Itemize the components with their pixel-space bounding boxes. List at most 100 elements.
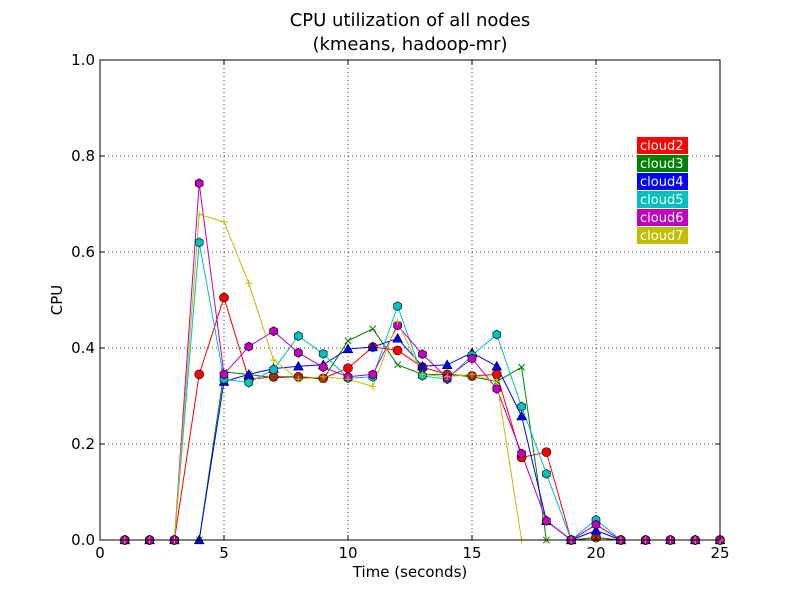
chart-subtitle: (kmeans, hadoop-mr) — [312, 34, 507, 55]
legend-entry-cloud7: cloud7 — [637, 227, 688, 244]
series-line-cloud5 — [124, 242, 720, 541]
data-point — [318, 348, 328, 359]
data-point — [342, 343, 354, 354]
x-axis-label: Time (seconds) — [352, 563, 468, 581]
data-point — [369, 382, 377, 390]
legend-entry-cloud6: cloud6 — [637, 209, 688, 226]
data-point — [318, 362, 328, 373]
legend-label: cloud4 — [640, 175, 683, 190]
legend-swatch — [637, 191, 688, 208]
legend-swatch — [637, 137, 688, 154]
data-point — [418, 370, 426, 378]
data-point — [294, 375, 302, 383]
data-point — [468, 370, 476, 378]
series-line-cloud2 — [124, 295, 720, 541]
data-point — [269, 364, 278, 375]
legend-entry-cloud2: cloud2 — [637, 137, 688, 154]
data-point — [194, 369, 204, 380]
data-point — [591, 519, 601, 530]
data-point — [493, 378, 501, 386]
data-point — [467, 353, 477, 364]
data-point — [394, 361, 402, 369]
data-point — [517, 448, 526, 459]
data-point — [367, 341, 379, 352]
data-point — [344, 375, 352, 383]
data-point — [219, 292, 229, 303]
data-point — [542, 468, 551, 479]
data-point — [590, 524, 602, 535]
y-tick-label: 0.8 — [71, 147, 95, 165]
data-point — [392, 345, 403, 356]
data-point — [270, 374, 278, 382]
data-point — [394, 318, 402, 326]
legend-swatch — [637, 227, 688, 244]
x-tick-label: 25 — [710, 544, 729, 562]
data-point — [244, 377, 254, 388]
data-point — [195, 211, 203, 219]
data-point — [344, 337, 352, 345]
legend-label: cloud6 — [640, 211, 683, 226]
legend-label: cloud2 — [640, 139, 683, 154]
x-tick-label: 20 — [586, 544, 605, 562]
data-point — [418, 349, 427, 360]
data-point — [220, 218, 228, 226]
y-tick-label: 0.6 — [71, 243, 95, 261]
data-point — [368, 369, 378, 380]
legend: cloud2 cloud3 cloud4 cloud5 cloud6 cloud7 — [637, 137, 688, 244]
ticks: 0 5 10 15 20 25 0.0 0.2 0.4 0.6 0.8 1.0 — [71, 51, 729, 562]
series-markers-cloud7 — [121, 211, 724, 544]
legend-swatch — [637, 173, 688, 190]
legend-label: cloud7 — [640, 229, 683, 244]
data-point — [393, 320, 402, 331]
legend-swatch — [637, 155, 688, 172]
data-point — [517, 401, 526, 412]
data-point — [369, 325, 377, 333]
data-point — [294, 331, 303, 341]
x-tick-label: 5 — [219, 544, 229, 562]
data-point — [491, 369, 502, 380]
legend-swatch — [637, 209, 688, 226]
legend-entry-cloud4: cloud4 — [637, 173, 688, 190]
data-point — [492, 329, 502, 340]
legend-label: cloud5 — [640, 193, 683, 208]
y-tick-label: 0.2 — [71, 435, 95, 453]
series-line-cloud3 — [124, 328, 720, 541]
chart-title: CPU utilization of all nodes — [290, 10, 531, 31]
series-layer — [119, 178, 726, 545]
data-point — [393, 301, 402, 312]
data-point — [491, 360, 503, 371]
x-tick-label: 10 — [338, 544, 357, 562]
y-tick-label: 0.0 — [71, 531, 95, 549]
data-point — [319, 373, 327, 381]
series-markers-cloud2 — [120, 292, 725, 545]
data-point — [441, 359, 453, 369]
data-point — [492, 383, 502, 394]
data-point — [269, 326, 278, 337]
legend-label: cloud3 — [640, 157, 683, 172]
legend-entry-cloud5: cloud5 — [637, 191, 688, 208]
x-tick-label: 15 — [462, 544, 481, 562]
data-point — [516, 410, 527, 421]
data-point — [294, 347, 303, 358]
data-point — [542, 515, 551, 526]
y-axis-label: CPU — [48, 285, 66, 316]
data-point — [270, 356, 278, 364]
series-markers-cloud4 — [119, 332, 726, 545]
data-point — [219, 369, 229, 380]
legend-entry-cloud3: cloud3 — [637, 155, 688, 172]
data-point — [443, 373, 451, 381]
data-point — [417, 360, 428, 371]
data-point — [343, 363, 353, 373]
data-point — [541, 447, 552, 457]
data-point — [244, 341, 254, 352]
data-point — [392, 332, 403, 343]
grid — [100, 60, 720, 540]
data-point — [245, 279, 253, 287]
data-point — [293, 360, 304, 371]
y-tick-label: 1.0 — [71, 51, 95, 69]
x-tick-label: 0 — [95, 544, 105, 562]
series-markers-cloud5 — [120, 237, 725, 545]
data-point — [194, 237, 204, 248]
